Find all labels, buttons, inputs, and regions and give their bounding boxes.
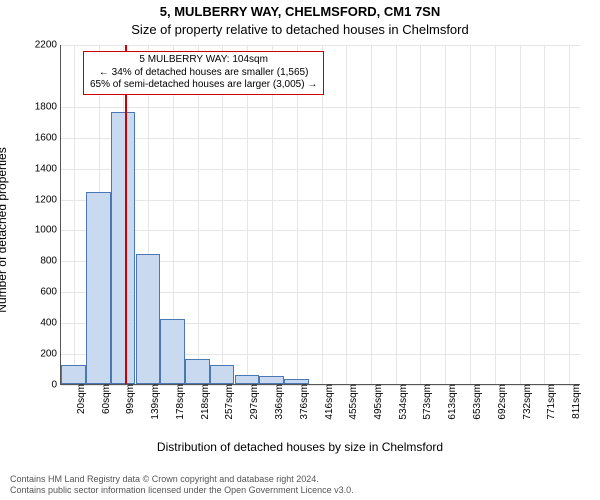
x-tick-label: 20sqm	[74, 384, 87, 414]
y-tick-label: 1200	[35, 194, 61, 205]
x-tick-label: 495sqm	[371, 384, 384, 420]
histogram-bar	[136, 254, 160, 384]
gridline-v	[396, 45, 397, 384]
chart-plot-area: 020040060080010001200140016001800220020s…	[60, 45, 580, 385]
annotation-line-3: 65% of semi-detached houses are larger (…	[90, 79, 317, 92]
gridline-v	[346, 45, 347, 384]
histogram-bar	[86, 192, 110, 384]
annotation-line-2: ← 34% of detached houses are smaller (1,…	[90, 67, 317, 80]
histogram-bar	[185, 359, 209, 384]
gridline-v	[520, 45, 521, 384]
gridline-v	[495, 45, 496, 384]
x-tick-label: 534sqm	[396, 384, 409, 420]
histogram-bar	[111, 112, 135, 384]
x-tick-label: 336sqm	[272, 384, 285, 420]
histogram-bar	[284, 379, 308, 384]
gridline-h	[61, 107, 580, 108]
y-axis-label: Number of detached properties	[0, 147, 9, 312]
gridline-v	[322, 45, 323, 384]
gridline-v	[420, 45, 421, 384]
gridline-v	[470, 45, 471, 384]
gridline-h	[61, 230, 580, 231]
page-subtitle: Size of property relative to detached ho…	[0, 22, 600, 37]
y-tick-label: 1600	[35, 132, 61, 143]
footer-line-2: Contains public sector information licen…	[10, 485, 590, 496]
histogram-bar	[235, 375, 259, 384]
histogram-bar	[160, 319, 184, 384]
histogram-bar	[259, 376, 283, 384]
gridline-v	[198, 45, 199, 384]
footer: Contains HM Land Registry data © Crown c…	[10, 474, 590, 496]
gridline-v	[445, 45, 446, 384]
gridline-h	[61, 45, 580, 46]
y-tick-label: 800	[40, 256, 61, 267]
reference-line	[125, 45, 127, 384]
histogram-bar	[210, 365, 234, 384]
x-tick-label: 139sqm	[148, 384, 161, 420]
x-tick-label: 692sqm	[495, 384, 508, 420]
y-tick-label: 400	[40, 318, 61, 329]
x-tick-label: 573sqm	[420, 384, 433, 420]
gridline-h	[61, 200, 580, 201]
x-tick-label: 257sqm	[222, 384, 235, 420]
x-tick-label: 613sqm	[445, 384, 458, 420]
histogram-bar	[61, 365, 85, 384]
page: 5, MULBERRY WAY, CHELMSFORD, CM1 7SN Siz…	[0, 0, 600, 500]
x-tick-label: 455sqm	[346, 384, 359, 420]
page-title: 5, MULBERRY WAY, CHELMSFORD, CM1 7SN	[0, 4, 600, 19]
x-tick-label: 178sqm	[173, 384, 186, 420]
gridline-v	[222, 45, 223, 384]
annotation-box: 5 MULBERRY WAY: 104sqm← 34% of detached …	[83, 51, 324, 95]
x-tick-label: 653sqm	[470, 384, 483, 420]
gridline-v	[371, 45, 372, 384]
x-tick-label: 811sqm	[569, 384, 582, 419]
y-tick-label: 600	[40, 287, 61, 298]
x-tick-label: 99sqm	[123, 384, 136, 414]
gridline-v	[74, 45, 75, 384]
gridline-v	[569, 45, 570, 384]
x-tick-label: 297sqm	[247, 384, 260, 420]
gridline-v	[247, 45, 248, 384]
gridline-v	[544, 45, 545, 384]
x-axis-label: Distribution of detached houses by size …	[0, 440, 600, 454]
annotation-line-1: 5 MULBERRY WAY: 104sqm	[90, 54, 317, 67]
x-tick-label: 771sqm	[544, 384, 557, 420]
x-tick-label: 376sqm	[297, 384, 310, 420]
x-tick-label: 416sqm	[322, 384, 335, 420]
y-tick-label: 200	[40, 349, 61, 360]
y-tick-label: 1400	[35, 163, 61, 174]
gridline-v	[297, 45, 298, 384]
gridline-h	[61, 138, 580, 139]
y-tick-label: 0	[51, 380, 61, 391]
x-tick-label: 218sqm	[198, 384, 211, 420]
x-tick-label: 732sqm	[520, 384, 533, 420]
y-tick-label: 1800	[35, 101, 61, 112]
footer-line-1: Contains HM Land Registry data © Crown c…	[10, 474, 590, 485]
y-tick-label: 1000	[35, 225, 61, 236]
gridline-h	[61, 169, 580, 170]
x-tick-label: 60sqm	[99, 384, 112, 414]
y-tick-label: 2200	[35, 40, 61, 51]
gridline-v	[272, 45, 273, 384]
